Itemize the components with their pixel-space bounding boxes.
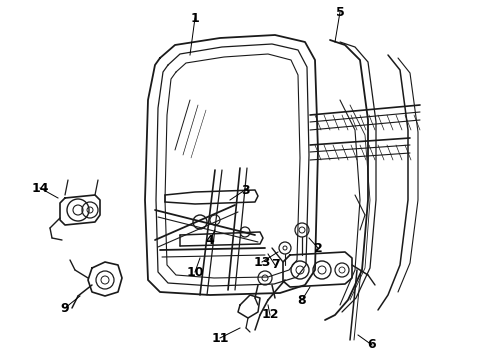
Text: 13: 13 [253,256,270,269]
Text: 10: 10 [186,266,204,279]
Text: 8: 8 [298,293,306,306]
Text: 9: 9 [61,302,69,315]
Text: 3: 3 [241,184,249,197]
Text: 5: 5 [336,5,344,18]
Text: 7: 7 [270,258,279,271]
Text: 6: 6 [368,338,376,351]
Text: 2: 2 [314,242,322,255]
Text: 14: 14 [31,181,49,194]
Text: 12: 12 [261,309,279,321]
Text: 11: 11 [211,332,229,345]
Text: 1: 1 [191,12,199,24]
Text: 4: 4 [206,234,215,247]
